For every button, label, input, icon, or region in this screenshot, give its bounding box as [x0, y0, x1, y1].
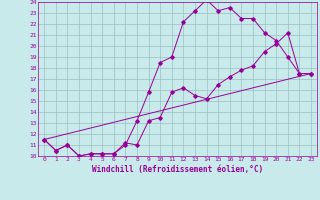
X-axis label: Windchill (Refroidissement éolien,°C): Windchill (Refroidissement éolien,°C): [92, 165, 263, 174]
